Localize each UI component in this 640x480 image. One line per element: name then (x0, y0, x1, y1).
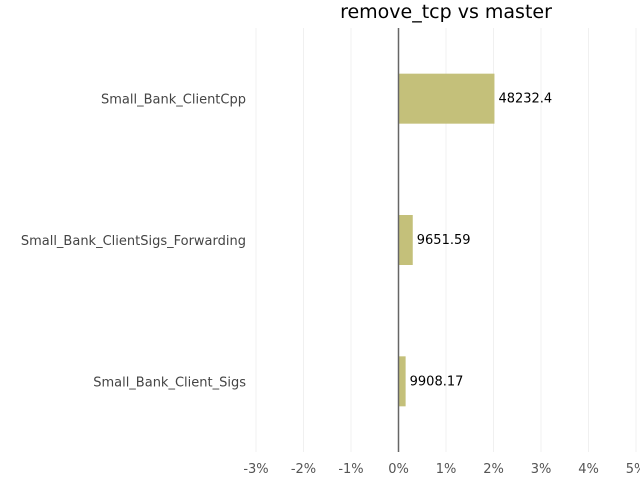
category-label: Small_Bank_ClientSigs_Forwarding (21, 234, 246, 249)
x-tick-label: -2% (291, 462, 316, 477)
bars (398, 73, 495, 407)
x-tick-label: 1% (436, 462, 457, 477)
data-labels: 48232.4 9651.59 9908.17 (410, 92, 553, 390)
x-tick-label: 2% (483, 462, 504, 477)
chart-title: remove_tcp vs master (340, 1, 552, 23)
x-tick-label: -1% (338, 462, 363, 477)
x-tick-label: 3% (531, 462, 552, 477)
bar (398, 73, 495, 124)
bar (398, 215, 413, 265)
category-label: Small_Bank_ClientCpp (101, 93, 246, 108)
x-tick-label: 0% (388, 462, 409, 477)
x-tick-label: -3% (243, 462, 268, 477)
bar-data-label: 9651.59 (417, 233, 471, 248)
x-tick-label: 4% (578, 462, 599, 477)
bar-data-label: 9908.17 (410, 374, 464, 389)
x-tick-label: 5% (626, 462, 640, 477)
x-tick-labels: -3% -2% -1% 0% 1% 2% 3% 4% 5% (243, 462, 640, 477)
bar (398, 356, 406, 407)
category-label: Small_Bank_Client_Sigs (93, 375, 246, 390)
category-labels: Small_Bank_ClientCpp Small_Bank_ClientSig… (21, 93, 246, 391)
bar-data-label: 48232.4 (498, 92, 552, 107)
